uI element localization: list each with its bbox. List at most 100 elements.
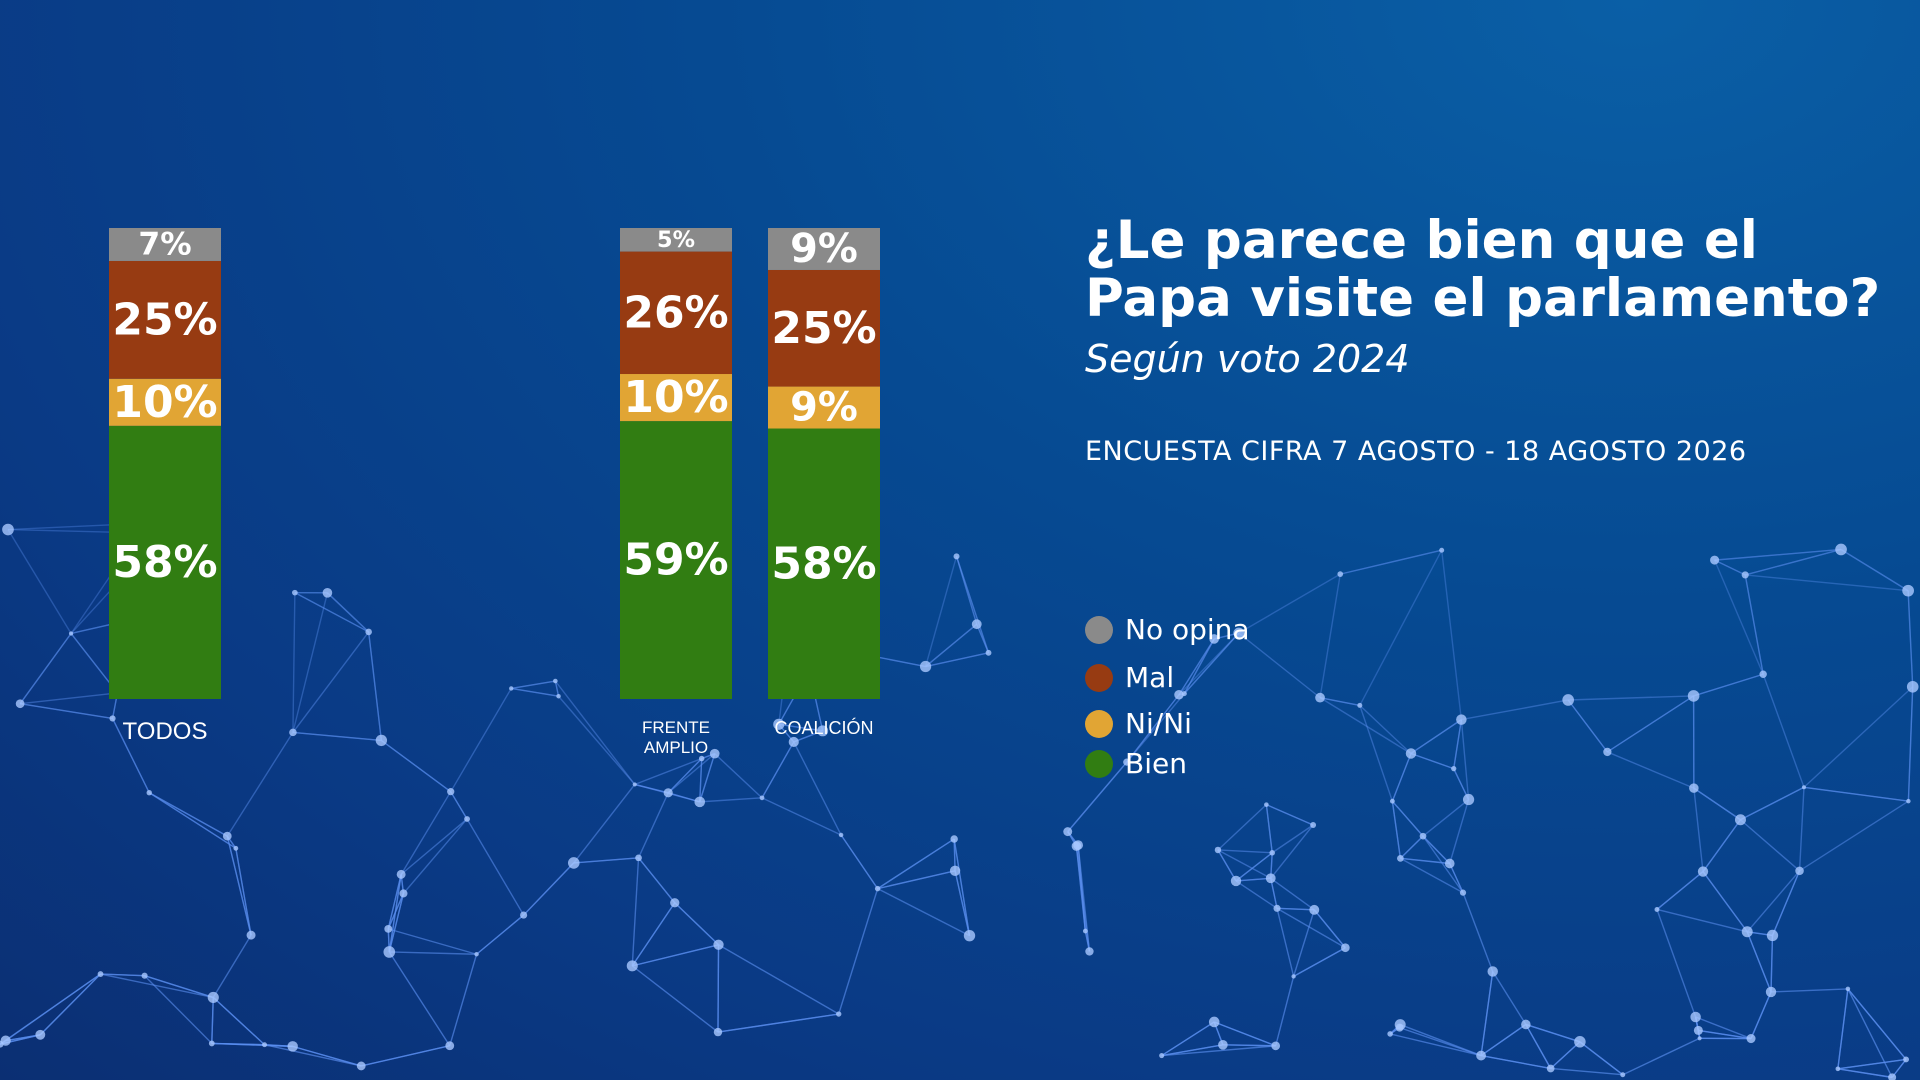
- network-node: [817, 725, 829, 737]
- network-line: [367, 631, 383, 741]
- network-line: [389, 951, 477, 955]
- network-node: [963, 929, 976, 942]
- network-node: [509, 686, 514, 691]
- network-node: [1085, 947, 1094, 956]
- network-line: [1270, 878, 1278, 909]
- network-line: [717, 944, 720, 1033]
- value-label: 7%: [138, 226, 191, 262]
- network-line: [1238, 573, 1341, 634]
- network-node: [356, 1061, 366, 1071]
- network-line: [554, 680, 560, 697]
- network-line: [5, 973, 101, 1042]
- legend-swatch: [1085, 709, 1113, 738]
- network-node: [1082, 928, 1088, 934]
- network-node: [1687, 690, 1700, 702]
- network-line: [1714, 559, 1746, 576]
- network-node: [1271, 1041, 1281, 1051]
- network-line: [877, 870, 956, 890]
- network-node: [1888, 1073, 1897, 1080]
- network-node: [1459, 889, 1467, 896]
- network-node: [1906, 680, 1919, 693]
- network-line: [294, 592, 369, 633]
- network-line: [1803, 686, 1914, 788]
- network-node: [146, 790, 152, 796]
- network-node: [1174, 690, 1184, 700]
- bar-segment: [620, 228, 732, 252]
- network-line: [699, 758, 703, 802]
- value-label: 10%: [112, 377, 217, 428]
- network-line: [631, 857, 640, 966]
- network-line: [39, 973, 102, 1036]
- network-node: [553, 678, 558, 684]
- network-node: [1341, 943, 1350, 953]
- network-line: [1453, 768, 1470, 800]
- network-line: [466, 818, 525, 916]
- network-node: [1073, 840, 1084, 850]
- network-line: [1799, 800, 1909, 872]
- network-node: [1710, 555, 1720, 565]
- network-node: [1835, 1066, 1841, 1072]
- network-line: [264, 1044, 362, 1067]
- network-line: [1803, 786, 1909, 802]
- network-line: [1525, 1023, 1581, 1043]
- network-node: [836, 1011, 842, 1017]
- network-line: [1480, 971, 1494, 1056]
- network-line: [1271, 824, 1314, 854]
- network-line: [387, 893, 405, 930]
- network-line: [1183, 632, 1240, 695]
- network-line: [1907, 590, 1914, 687]
- network-line: [1235, 880, 1278, 909]
- network-line: [1217, 849, 1272, 879]
- network-node: [709, 748, 720, 759]
- network-node: [1230, 875, 1242, 887]
- network-line: [1213, 1021, 1276, 1047]
- network-node: [713, 939, 724, 950]
- legend-swatch: [1085, 615, 1113, 644]
- network-line: [1693, 787, 1741, 821]
- network-node: [1181, 691, 1187, 697]
- survey-note: ENCUESTA CIFRA 7 AGOSTO - 18 AGOSTO 2026: [1085, 436, 1747, 467]
- network-line: [1389, 1033, 1482, 1057]
- network-line: [148, 792, 237, 849]
- network-line: [1293, 947, 1346, 978]
- network-line: [1222, 1044, 1276, 1047]
- network-line: [1440, 550, 1463, 720]
- network-line: [450, 791, 468, 820]
- network-line: [1840, 548, 1909, 592]
- network-node: [773, 718, 785, 730]
- network-line: [1266, 803, 1314, 826]
- network-line: [1702, 819, 1742, 872]
- network-line: [668, 792, 700, 803]
- network-line: [1714, 559, 1746, 576]
- network-node: [68, 631, 74, 636]
- network-line: [1693, 673, 1764, 697]
- network-line: [400, 818, 468, 875]
- network-line: [637, 792, 669, 859]
- network-node: [971, 619, 982, 630]
- network-node: [1546, 1064, 1555, 1073]
- network-line: [1126, 694, 1180, 763]
- network-node: [1766, 929, 1779, 942]
- legend-swatch: [1085, 663, 1113, 692]
- network-line: [637, 857, 676, 904]
- network-node: [1444, 858, 1455, 869]
- network-line: [511, 687, 559, 697]
- network-line: [1422, 835, 1464, 894]
- network-line: [1453, 719, 1463, 769]
- network-line: [1695, 1016, 1752, 1040]
- network-line: [1762, 674, 1805, 788]
- bar-segment: [620, 251, 732, 375]
- network-line: [1745, 548, 1842, 576]
- network-line: [1183, 638, 1215, 694]
- network-line: [573, 784, 636, 864]
- network-line: [1770, 988, 1848, 993]
- network-line: [1462, 892, 1494, 972]
- network-node: [35, 1029, 46, 1040]
- network-line: [1410, 752, 1454, 770]
- network-line: [1607, 751, 1695, 789]
- network-line: [388, 951, 451, 1047]
- network-line: [1161, 1044, 1224, 1057]
- network-line: [20, 703, 113, 720]
- network-line: [387, 874, 402, 930]
